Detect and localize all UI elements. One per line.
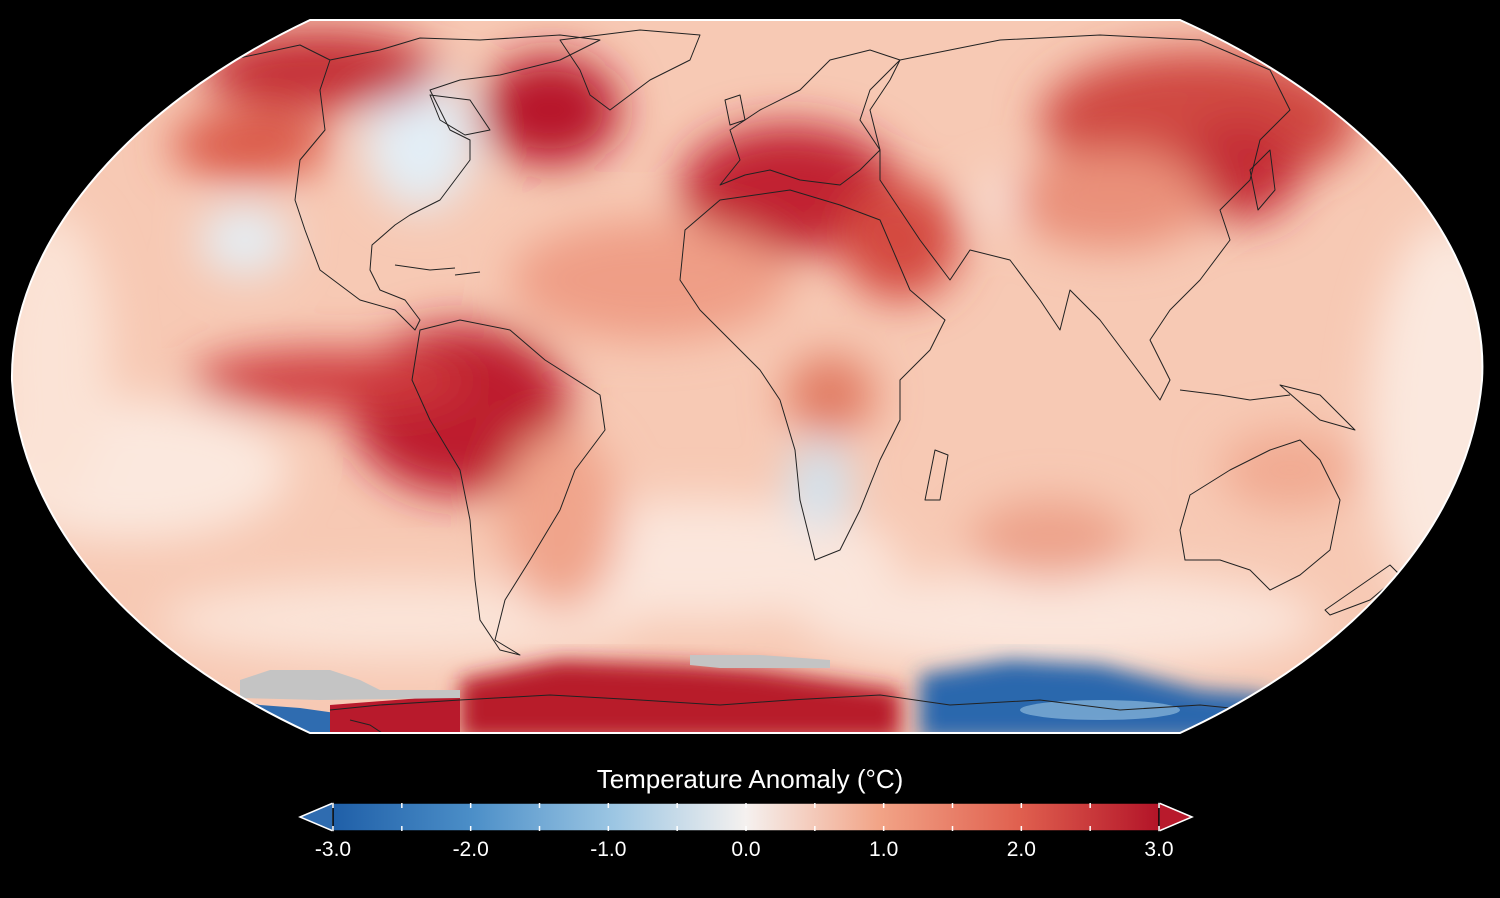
coastline-antarctica — [329, 694, 1251, 711]
coastline-madagascar — [924, 449, 949, 501]
colorbar-tick-label: 3.0 — [1144, 838, 1174, 861]
map-body — [11, 20, 1483, 733]
coastline-africa — [679, 189, 946, 561]
colorbar — [298, 801, 1194, 833]
colorbar-tick-label: -1.0 — [590, 838, 627, 861]
coastline-south-america — [411, 319, 606, 656]
colorbar-tick-label: 0.0 — [731, 838, 761, 861]
coastline-new-guinea — [1279, 384, 1356, 431]
colorbar-tick-label: 2.0 — [1006, 838, 1036, 861]
coastline-japan — [1249, 149, 1276, 211]
map-outline — [10, 19, 1484, 734]
colorbar-min-extend-arrow — [298, 801, 334, 833]
coastline-greenland — [559, 29, 701, 111]
coastline-hudson-bay — [429, 94, 491, 136]
colorbar-ticks — [332, 803, 1160, 831]
coastline-asia — [869, 34, 1291, 401]
coastline-australia — [1179, 439, 1341, 591]
colorbar-max-extend-arrow — [1158, 801, 1194, 833]
colorbar-tick-label: -2.0 — [452, 838, 489, 861]
colorbar-title: Temperature Anomaly (°C) — [596, 764, 904, 794]
coastlines — [229, 29, 1401, 733]
no-data-patch — [240, 670, 460, 700]
coastline-north-america — [229, 34, 601, 331]
coastline-indonesia — [1179, 389, 1291, 401]
colorbar-tick-label: -3.0 — [314, 838, 352, 861]
coastline-britain — [724, 94, 746, 126]
colorbar-tick-label: 1.0 — [869, 838, 899, 861]
coastline-europe — [719, 49, 901, 186]
no-data-patch — [690, 655, 830, 668]
